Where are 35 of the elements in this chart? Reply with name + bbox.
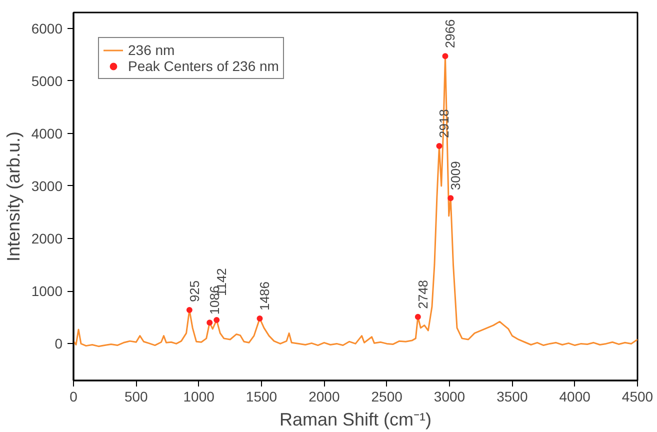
x-tick-label: 2000 xyxy=(308,388,340,404)
annotation: 3009 xyxy=(448,161,464,190)
x-tick-label: 500 xyxy=(124,388,148,404)
x-tick-label: 4500 xyxy=(622,388,654,404)
x-tick-label: 1000 xyxy=(183,388,215,404)
x-axis-title: Raman Shift (cm⁻¹) xyxy=(279,410,432,430)
y-tick-label: 2000 xyxy=(31,230,63,247)
point xyxy=(442,53,448,60)
point xyxy=(414,314,421,320)
y-tick-label: 5000 xyxy=(31,72,63,89)
y-tick-label: 6000 xyxy=(31,20,63,36)
annotation: 2966 xyxy=(442,19,458,48)
x-tick-label: 0 xyxy=(70,388,78,404)
annotation: 1486 xyxy=(257,282,272,310)
annotation: 925 xyxy=(186,280,202,302)
x-tick-label: 2500 xyxy=(371,388,403,404)
y-tick-label: 3000 xyxy=(31,178,63,194)
point xyxy=(436,143,442,150)
point xyxy=(214,317,220,324)
point xyxy=(448,195,454,202)
point xyxy=(256,315,263,322)
x-tick-label: 3000 xyxy=(434,388,466,404)
x-tick-label: 4000 xyxy=(559,388,591,404)
y-tick-label: 0 xyxy=(54,336,63,352)
annotation: 2748 xyxy=(415,280,430,309)
point xyxy=(186,307,192,314)
y-axis-title: Intensity (arb.u.) xyxy=(3,131,24,262)
y-tick-label: 1000 xyxy=(31,283,63,300)
y-tick-label: 4000 xyxy=(31,125,63,142)
x-tick-label: 1500 xyxy=(246,388,278,404)
x-tick-label: 3500 xyxy=(496,388,528,404)
legend-label: Peak Centers of 236 nm xyxy=(128,58,279,74)
legend-label: 236 nm xyxy=(128,42,175,58)
point xyxy=(206,320,213,326)
annotation: 2918 xyxy=(436,109,452,138)
